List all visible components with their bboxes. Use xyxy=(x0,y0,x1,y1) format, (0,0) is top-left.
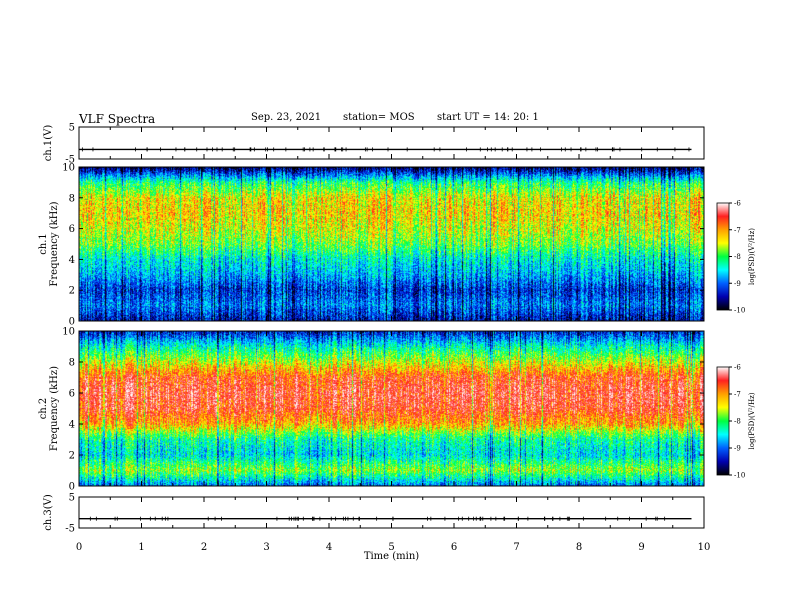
colorbar-tick-label: -9 xyxy=(734,445,741,453)
figure-title: VLF Spectra xyxy=(79,112,156,126)
y-tick-label: 0 xyxy=(69,482,75,493)
colorbar-1 xyxy=(716,202,730,311)
colorbar-tick-label: -10 xyxy=(734,472,745,480)
colorbar-tick-label: -7 xyxy=(734,226,741,234)
y-tick-label: 8 xyxy=(69,193,75,204)
y-tick-label: 10 xyxy=(62,163,75,174)
colorbar-tick-label: -8 xyxy=(734,253,741,261)
colorbars-layer: -6 -7 -8 -9 -10 log(PSD)(V²/Hz) -6 -7 -8 -9 -10 log… xyxy=(716,200,756,480)
header-start-time: start UT = 14: 20: 1 xyxy=(437,112,539,123)
colorbar-tick-label: -6 xyxy=(734,200,741,208)
x-axis-label: Time (min) xyxy=(364,551,419,562)
colorbar-tick-label: -7 xyxy=(734,391,741,399)
y-axis-label-voltage: ch.3(V) xyxy=(43,494,54,531)
header-station: station= MOS xyxy=(343,112,415,123)
y-tick-label: 5 xyxy=(69,493,75,504)
y-tick-label: 5 xyxy=(69,123,75,134)
y-tick-label: 8 xyxy=(69,358,75,369)
header-date: Sep. 23, 2021 xyxy=(251,112,322,123)
y-axis-label-voltage: ch.1(V) xyxy=(43,125,54,162)
x-tick-label: 4 xyxy=(326,542,332,553)
y-tick-label: -5 xyxy=(65,524,75,535)
y-tick-label: 2 xyxy=(69,286,75,297)
x-tick-label: 5 xyxy=(388,542,394,553)
y-tick-label: 6 xyxy=(69,224,75,235)
colorbar-tick-label: -6 xyxy=(734,364,741,372)
spectrogram-ch2 xyxy=(79,331,704,486)
y-axis-label-frequency: Frequency (kHz) xyxy=(49,366,60,451)
x-tick-label: 10 xyxy=(698,542,711,553)
x-tick-label: 9 xyxy=(638,542,644,553)
colorbar-tick-label: -9 xyxy=(734,280,741,288)
colorbar-tick-label: -10 xyxy=(734,307,745,315)
x-tick-label: 6 xyxy=(451,542,457,553)
y-tick-label: 6 xyxy=(69,389,75,400)
y-tick-label: 0 xyxy=(69,317,75,328)
y-axis-label-frequency: Frequency (kHz) xyxy=(49,201,60,286)
colorbar-2 xyxy=(716,366,730,476)
y-tick-label: 4 xyxy=(69,420,75,431)
spectrogram-ch1 xyxy=(79,167,704,321)
y-axis-label-channel: ch.2 xyxy=(38,398,49,420)
x-tick-label: 8 xyxy=(576,542,582,553)
x-tick-label: 2 xyxy=(201,542,207,553)
colorbar-label: log(PSD)(V²/Hz) xyxy=(748,228,756,285)
y-tick-label: 10 xyxy=(62,327,75,338)
y-tick-label: 4 xyxy=(69,255,75,266)
x-tick-label: 7 xyxy=(513,542,519,553)
y-tick-label: -5 xyxy=(65,155,75,166)
colorbar-label: log(PSD)(V²/Hz) xyxy=(748,392,756,449)
x-tick-label: 0 xyxy=(76,542,82,553)
colorbar-tick-label: -8 xyxy=(734,418,741,426)
panels-layer xyxy=(79,147,704,521)
x-tick-label: 1 xyxy=(138,542,144,553)
y-axis-label-channel: ch.1 xyxy=(38,233,49,255)
x-tick-label: 3 xyxy=(263,542,269,553)
y-tick-label: 2 xyxy=(69,451,75,462)
